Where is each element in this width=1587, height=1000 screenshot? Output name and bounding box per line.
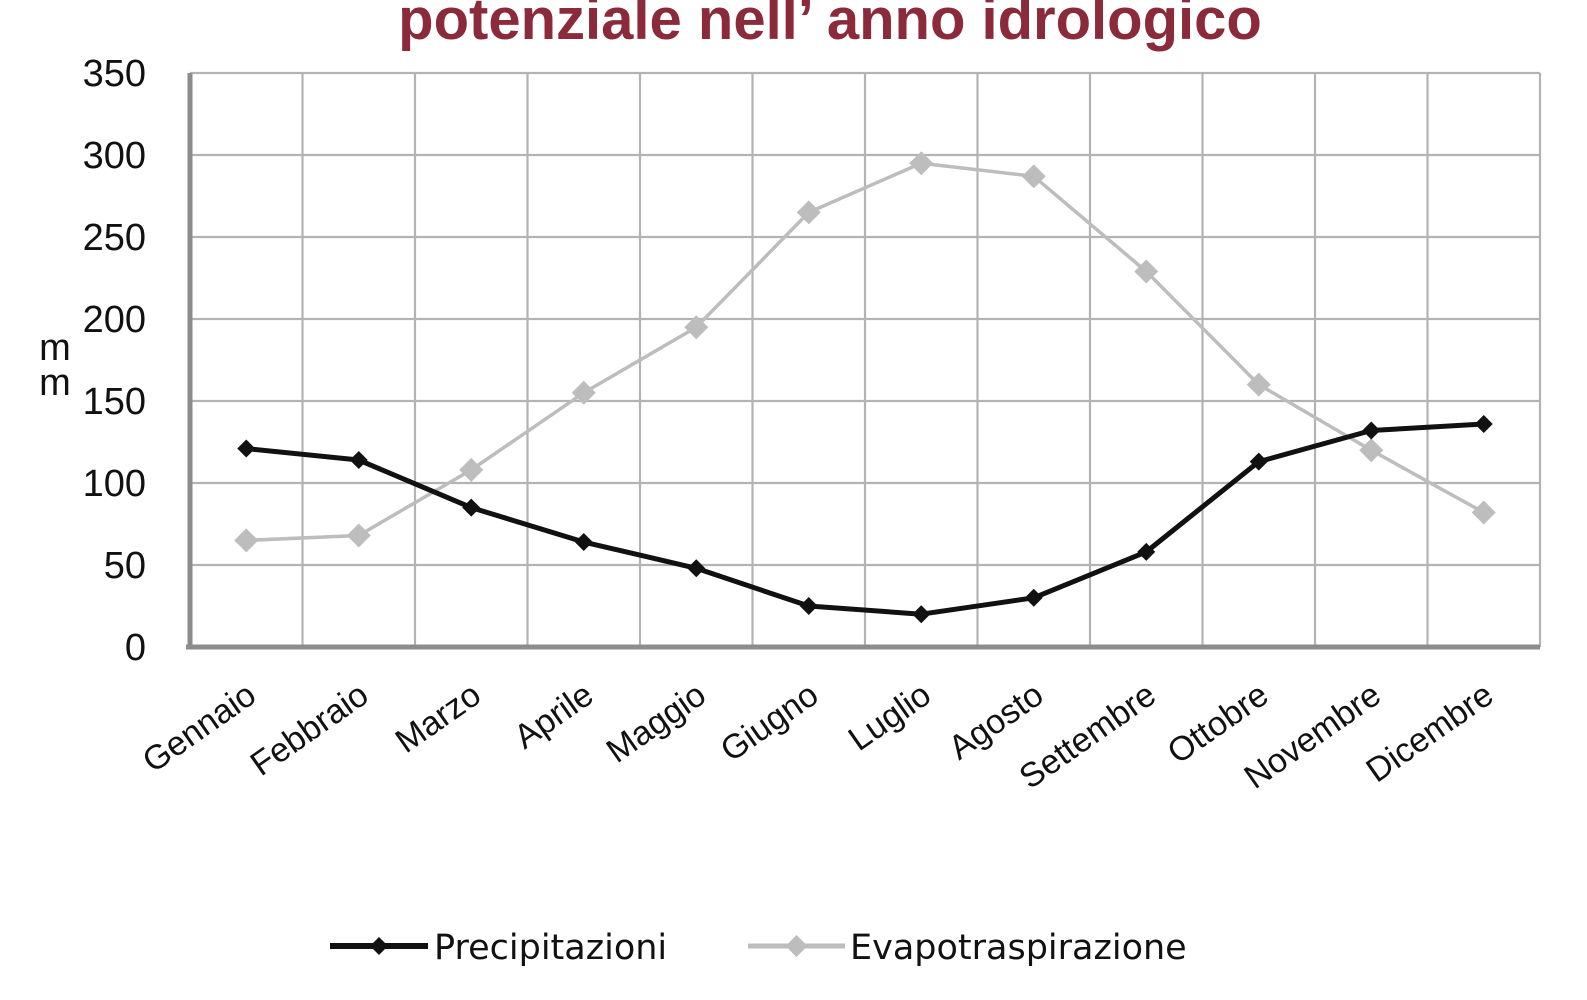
series-line	[246, 161, 1485, 543]
y-axis-label-char: m	[39, 362, 71, 404]
data-point	[234, 528, 259, 553]
series-evapotraspirazione	[234, 151, 1496, 553]
data-point	[349, 451, 368, 470]
legend-label: Evapotraspirazione	[850, 928, 1187, 968]
legend-marker	[370, 937, 388, 955]
y-tick-label: 250	[83, 217, 146, 259]
data-point	[1021, 164, 1046, 189]
x-tick-label: Marzo	[389, 675, 488, 760]
data-point	[799, 597, 818, 615]
axes	[186, 73, 1540, 650]
data-point	[462, 498, 481, 517]
data-point	[684, 315, 709, 340]
legend-item: Precipitazioni	[330, 928, 667, 968]
chart-title: potenziale nell’ anno idrologico	[398, 0, 1262, 52]
y-tick-label: 150	[83, 381, 146, 423]
series-lines	[234, 151, 1496, 624]
x-tick-label: Luglio	[842, 675, 938, 758]
legend: Precipitazioni Evapotraspirazione	[330, 928, 1187, 968]
data-point	[912, 605, 931, 624]
y-axis-label: mm	[39, 327, 71, 404]
data-point	[1249, 452, 1268, 471]
data-point	[1474, 414, 1493, 433]
legend-item: Evapotraspirazione	[748, 928, 1187, 968]
series-line	[245, 421, 1484, 617]
data-point	[687, 559, 706, 578]
x-tick-label: Giugno	[714, 675, 826, 769]
y-tick-label: 50	[104, 545, 146, 587]
y-tick-label: 100	[83, 463, 146, 505]
x-tick-label: Gennaio	[136, 675, 263, 780]
data-point	[1471, 500, 1496, 525]
data-point	[571, 380, 596, 405]
y-tick-labels: 0 50 100 150 200 250 300 350	[83, 53, 146, 669]
data-point	[459, 457, 484, 482]
y-tick-label: 200	[83, 299, 146, 341]
x-tick-label: Febbraio	[244, 675, 376, 783]
data-point	[796, 200, 821, 225]
x-tick-label: Dicembre	[1359, 675, 1500, 790]
data-point	[1024, 588, 1043, 607]
data-point	[574, 533, 593, 552]
y-tick-label: 300	[83, 135, 146, 177]
x-tick-label: Maggio	[600, 675, 713, 770]
data-point	[237, 439, 256, 458]
data-point	[1137, 542, 1156, 561]
x-tick-label: Aprile	[507, 675, 600, 756]
grid-lines	[190, 71, 1542, 647]
data-point	[909, 151, 934, 176]
data-point	[346, 523, 371, 548]
legend-marker	[785, 935, 808, 957]
series-precipitazioni	[237, 414, 1493, 624]
data-point	[1246, 372, 1271, 397]
data-point	[1359, 438, 1384, 463]
y-tick-label: 0	[125, 627, 146, 669]
data-point	[1134, 259, 1159, 284]
y-tick-label: 350	[83, 53, 146, 95]
legend-label: Precipitazioni	[434, 928, 667, 968]
y-axis-label-char: m	[39, 327, 71, 369]
data-point	[1362, 421, 1381, 440]
